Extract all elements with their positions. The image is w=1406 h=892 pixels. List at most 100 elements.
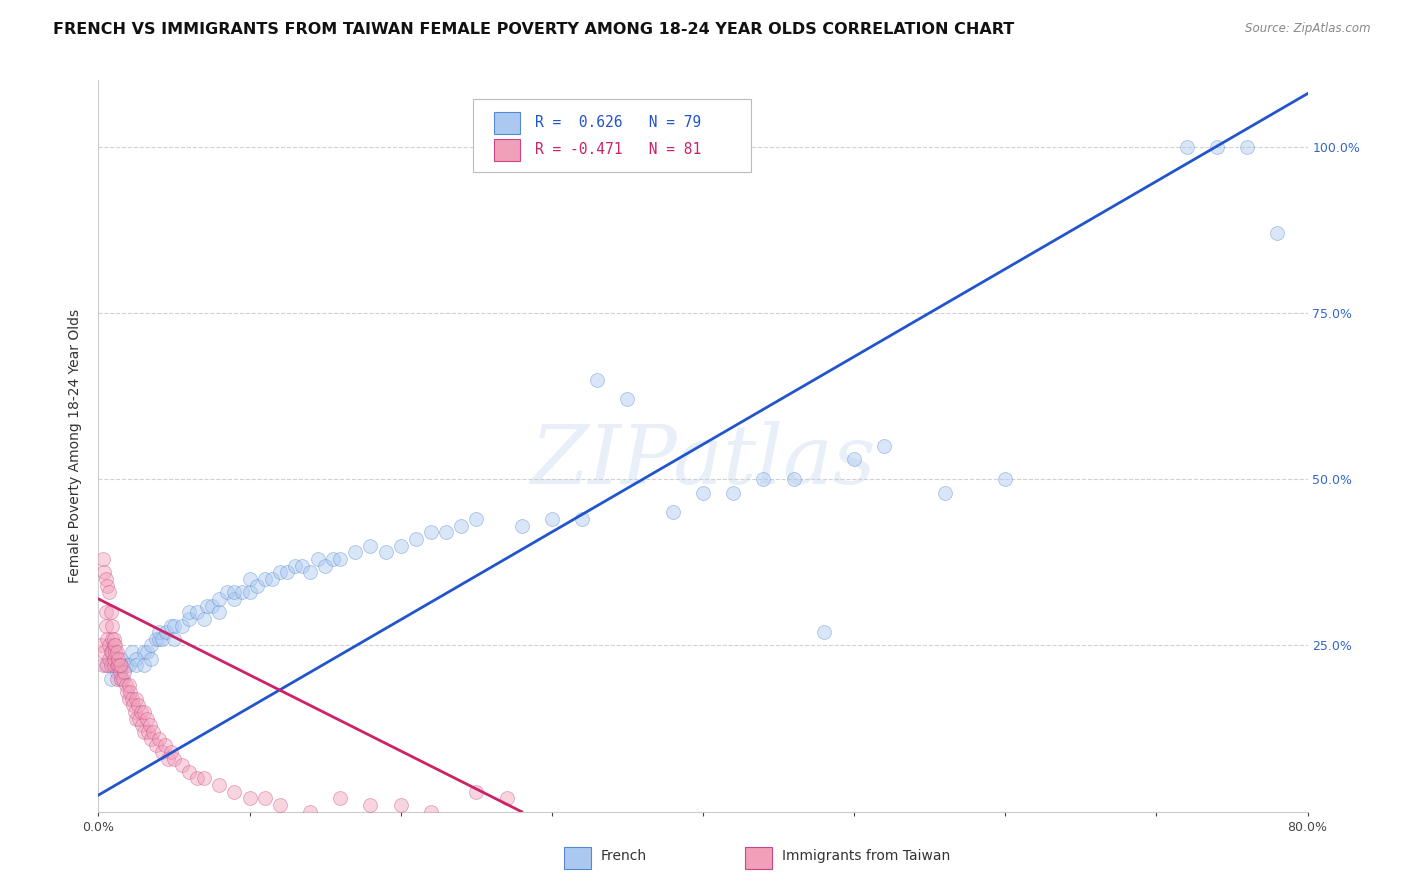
Point bbox=[142, 725, 165, 739]
Point bbox=[132, 705, 155, 719]
Point bbox=[540, 512, 562, 526]
Point bbox=[360, 798, 382, 813]
Point bbox=[723, 485, 745, 500]
Point bbox=[873, 439, 896, 453]
Point bbox=[125, 691, 148, 706]
Point bbox=[91, 552, 114, 566]
Point bbox=[465, 512, 488, 526]
Point bbox=[94, 605, 117, 619]
Point bbox=[329, 552, 352, 566]
Point bbox=[124, 705, 146, 719]
Point bbox=[107, 652, 129, 666]
Point bbox=[150, 745, 173, 759]
Point bbox=[1236, 140, 1258, 154]
Point bbox=[193, 612, 215, 626]
Point bbox=[163, 618, 186, 632]
Point bbox=[224, 591, 246, 606]
Point bbox=[132, 725, 155, 739]
Point bbox=[110, 658, 132, 673]
Point bbox=[93, 566, 115, 580]
Point bbox=[96, 632, 118, 646]
Point bbox=[91, 658, 114, 673]
Point bbox=[420, 525, 443, 540]
Point bbox=[1206, 140, 1229, 154]
Point bbox=[108, 658, 131, 673]
Text: Immigrants from Taiwan: Immigrants from Taiwan bbox=[782, 848, 950, 863]
Point bbox=[994, 472, 1017, 486]
Point bbox=[813, 625, 835, 640]
Point bbox=[752, 472, 775, 486]
Point bbox=[136, 725, 159, 739]
Point bbox=[101, 632, 124, 646]
Point bbox=[262, 572, 284, 586]
Point bbox=[153, 738, 176, 752]
Point bbox=[105, 672, 128, 686]
Text: R = -0.471   N = 81: R = -0.471 N = 81 bbox=[534, 142, 702, 157]
Point bbox=[104, 645, 127, 659]
Point bbox=[100, 645, 122, 659]
Point bbox=[120, 685, 142, 699]
Point bbox=[103, 639, 125, 653]
Point bbox=[105, 665, 128, 679]
FancyBboxPatch shape bbox=[564, 847, 591, 869]
Y-axis label: Female Poverty Among 18-24 Year Olds: Female Poverty Among 18-24 Year Olds bbox=[69, 309, 83, 583]
Point bbox=[389, 798, 412, 813]
Point bbox=[131, 718, 153, 732]
Point bbox=[132, 658, 155, 673]
Point bbox=[329, 791, 352, 805]
Point bbox=[125, 652, 148, 666]
Point bbox=[139, 718, 162, 732]
Point bbox=[98, 585, 121, 599]
Point bbox=[934, 485, 956, 500]
Point bbox=[276, 566, 298, 580]
Point bbox=[586, 372, 609, 386]
Point bbox=[105, 658, 128, 673]
Point bbox=[616, 392, 638, 407]
Point bbox=[783, 472, 806, 486]
Point bbox=[108, 665, 131, 679]
Point bbox=[111, 672, 134, 686]
Point bbox=[405, 532, 427, 546]
Point bbox=[110, 672, 132, 686]
Point bbox=[495, 791, 517, 805]
Point bbox=[98, 639, 121, 653]
Text: Source: ZipAtlas.com: Source: ZipAtlas.com bbox=[1246, 22, 1371, 36]
Point bbox=[179, 764, 201, 779]
Point bbox=[121, 691, 143, 706]
Point bbox=[510, 518, 533, 533]
Point bbox=[155, 625, 177, 640]
Point bbox=[94, 572, 117, 586]
Point bbox=[201, 599, 224, 613]
Point bbox=[148, 632, 170, 646]
Point bbox=[118, 658, 141, 673]
Point bbox=[186, 772, 208, 786]
Point bbox=[141, 731, 163, 746]
Point bbox=[224, 785, 246, 799]
Point bbox=[100, 605, 122, 619]
Point bbox=[170, 758, 193, 772]
Point bbox=[186, 605, 208, 619]
Point bbox=[135, 712, 157, 726]
Point bbox=[389, 539, 412, 553]
Point bbox=[115, 685, 138, 699]
Point bbox=[103, 658, 125, 673]
Point bbox=[160, 745, 183, 759]
Point bbox=[239, 572, 262, 586]
Point bbox=[94, 658, 117, 673]
Point bbox=[90, 639, 112, 653]
Point bbox=[193, 772, 215, 786]
Point bbox=[195, 599, 218, 613]
Point bbox=[101, 645, 124, 659]
Point bbox=[148, 625, 170, 640]
Text: ZIPatlas: ZIPatlas bbox=[530, 421, 876, 500]
Point bbox=[246, 579, 269, 593]
Point bbox=[122, 698, 145, 713]
Point bbox=[101, 618, 124, 632]
Point bbox=[661, 506, 683, 520]
Point bbox=[100, 672, 122, 686]
Point bbox=[114, 678, 136, 692]
Point bbox=[360, 539, 382, 553]
Point bbox=[420, 805, 443, 819]
Point bbox=[125, 712, 148, 726]
Point bbox=[148, 731, 170, 746]
